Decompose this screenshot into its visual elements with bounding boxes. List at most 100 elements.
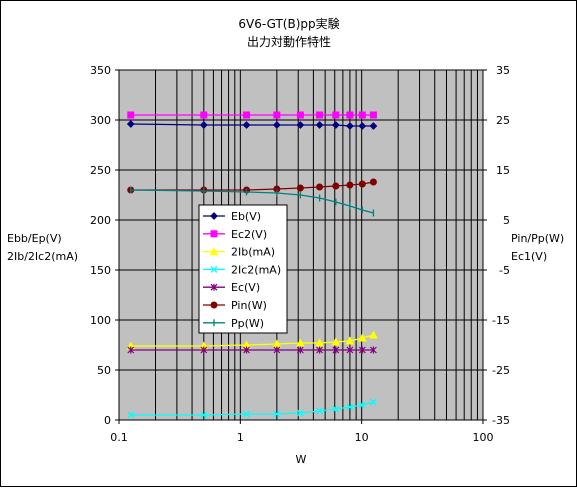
y-right-tick-label: 15 [496, 164, 510, 177]
y-left-tick-label: 0 [104, 414, 111, 427]
data-point-square [127, 111, 135, 119]
data-point-star [358, 346, 366, 354]
data-point-triangle [369, 330, 378, 339]
data-point-star [273, 346, 281, 354]
y-right-tick-label: -35 [492, 414, 510, 427]
y-axis-left-label-line-2: 2Ib/2Ic2(mA) [7, 250, 78, 263]
x-tick-label: 0.1 [110, 431, 128, 444]
data-point-diamond [315, 121, 324, 129]
data-point-diamond [331, 121, 340, 129]
data-point-circle [332, 182, 340, 190]
data-point-star [127, 346, 135, 354]
data-point-circle [296, 184, 304, 192]
y-left-tick-label: 150 [90, 264, 111, 277]
data-point-square [243, 111, 251, 119]
data-point-diamond [358, 122, 367, 130]
y-right-tick-label: 25 [496, 114, 510, 127]
y-left-tick-label: 50 [97, 364, 111, 377]
x-tick-label: 10 [355, 431, 369, 444]
data-point-diamond [346, 122, 354, 130]
series-1 [127, 111, 377, 119]
series-0 [126, 120, 378, 130]
data-point-diamond [369, 122, 378, 130]
data-point-circle [358, 180, 366, 188]
y-right-tick-label: 35 [496, 64, 510, 77]
data-point-star [332, 346, 340, 354]
data-point-circle [210, 301, 218, 309]
x-tick-label: 1 [237, 431, 244, 444]
data-point-x [358, 401, 366, 409]
data-point-triangle [296, 338, 305, 347]
legend-item: Eb(V) [203, 210, 261, 223]
plot-area [118, 69, 484, 421]
legend-label: Ec2(V) [231, 228, 267, 241]
legend-item: 2Ib(mA) [203, 246, 275, 259]
y-axis-right-label-line-1: Pin/Pp(W) [511, 232, 564, 245]
data-point-circle [316, 183, 324, 191]
y-left-tick-label: 250 [90, 164, 111, 177]
data-point-triangle [345, 336, 355, 345]
legend-item: 2Ic2(mA) [203, 263, 281, 276]
y-left-tick-label: 350 [90, 64, 111, 77]
data-point-star [210, 283, 218, 291]
series-3 [127, 398, 377, 419]
data-point-diamond [126, 120, 135, 128]
x-tick-label: 100 [473, 431, 494, 444]
data-point-star [200, 346, 208, 354]
data-point-circle [346, 181, 354, 189]
y-right-tick-label: -15 [492, 314, 510, 327]
legend-label: Pin(W) [231, 299, 267, 312]
series-layer [126, 111, 378, 419]
data-point-diamond [210, 212, 218, 220]
y-right-tick-label: -5 [499, 264, 510, 277]
y-right-tick-label: 5 [503, 214, 510, 227]
data-point-diamond [199, 121, 208, 129]
series-line [130, 123, 374, 127]
legend-item: Pin(W) [203, 299, 267, 312]
series-line [130, 181, 374, 191]
x-axis-label: W [296, 453, 307, 466]
data-point-square [369, 111, 377, 119]
data-point-star [316, 346, 324, 354]
data-point-star [296, 346, 304, 354]
data-point-square [200, 111, 208, 119]
data-point-triangle [315, 338, 324, 347]
data-point-star [370, 346, 377, 354]
legend-item: Pp(W) [203, 317, 264, 330]
legend-label: 2Ic2(mA) [231, 263, 281, 276]
series-line [130, 401, 374, 416]
y-left-tick-label: 300 [90, 114, 111, 127]
legend-label: 2Ib(mA) [231, 246, 275, 259]
data-point-square [210, 230, 218, 238]
data-point-x [127, 411, 135, 419]
data-point-x [346, 403, 354, 411]
legend-item: Ec(V) [203, 281, 260, 294]
data-point-triangle [209, 247, 219, 256]
data-point-diamond [296, 121, 305, 129]
data-point-star [346, 346, 354, 354]
data-point-x [200, 411, 208, 419]
legend-label: Pp(W) [231, 317, 264, 330]
data-point-x [369, 398, 377, 406]
data-point-triangle [331, 337, 341, 346]
legend: Eb(V) Ec2(V) 2Ib(mA) 2Ic2(mA) Ec(V) Pin(W) Pp(… [198, 204, 288, 334]
series-4 [127, 346, 377, 354]
chart-title-line-1: 6V6-GT(B)pp実験 [238, 16, 339, 31]
series-2 [126, 330, 378, 350]
data-point-diamond [242, 121, 251, 129]
y-axis-left-label-line-1: Ebb/Ep(V) [7, 232, 62, 245]
data-point-square [316, 111, 324, 119]
y-axis-right-label-line-2: Ec1(V) [511, 250, 547, 263]
y-left-tick-label: 100 [90, 314, 111, 327]
data-point-triangle [357, 333, 367, 342]
chart-title-line-2: 出力対動作特性 [247, 34, 331, 49]
y-left-tick-label: 200 [90, 214, 111, 227]
y-right-tick-label: -25 [492, 364, 510, 377]
legend-label: Eb(V) [231, 210, 261, 223]
legend-item: Ec2(V) [203, 228, 267, 241]
series-5 [127, 178, 377, 194]
data-point-square [346, 111, 354, 119]
data-point-x [243, 410, 250, 418]
